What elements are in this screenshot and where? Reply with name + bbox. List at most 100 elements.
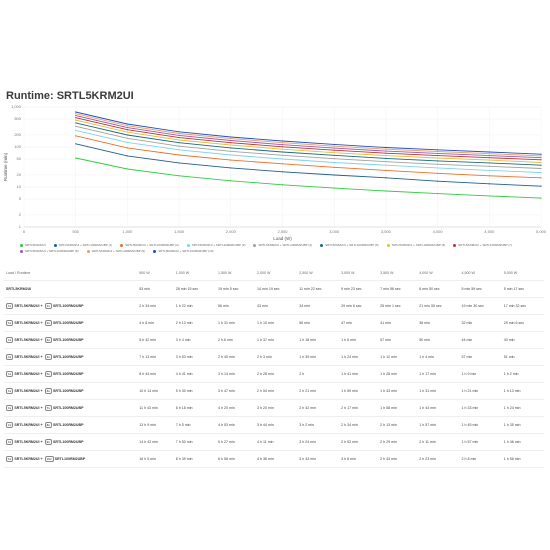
y-axis-label: Runtime (min) — [3, 152, 8, 181]
runtime-cell: 2 h 17 min — [339, 399, 379, 417]
model-name: SRTL5KRM2UI + — [14, 423, 43, 427]
data-point — [75, 143, 77, 145]
runtime-cell: 1 h 43 min — [378, 382, 418, 400]
data-point — [75, 114, 77, 117]
legend-item[interactable]: SRTL5KRM2UI + SRTL100RM2UBP (8) — [20, 249, 79, 253]
runtime-cell: 5 h 42 min — [137, 331, 174, 349]
model-cell: 1x SRTL5KRM2UI +2x SRTL100RM2UBP — [4, 314, 138, 332]
data-point — [385, 146, 387, 149]
legend-item[interactable]: SRTL5KRM2UI + SRTL100RM2UBP (4) — [253, 243, 312, 247]
runtime-table: Load / Runtime 500 W 1,000 W 1,500 W 2,000 W… — [4, 266, 544, 468]
legend-item[interactable]: SRTL5KRM2UI — [20, 243, 46, 247]
quantity-badge: 1x — [6, 405, 14, 411]
table-row: 1x SRTL5KRM2UI +9x SRTL100RM2UBP 14 h 42 mi… — [4, 433, 544, 451]
data-point — [437, 152, 439, 155]
data-point — [75, 125, 77, 127]
x-tick-label: 1,000 — [122, 229, 133, 234]
battery-pack-name: SRTL100RM2UBP — [52, 321, 84, 325]
runtime-cell: 21 min 55 sec — [417, 297, 460, 315]
data-point — [488, 153, 490, 155]
y-tick-label: 10 — [17, 184, 22, 189]
data-point — [75, 135, 77, 137]
data-point — [281, 184, 284, 186]
legend-swatch — [20, 243, 23, 247]
series-line — [75, 111, 542, 155]
series-line — [75, 129, 542, 173]
data-point — [385, 161, 387, 163]
runtime-cell: 13 h 9 min — [137, 416, 174, 434]
runtime-cell: 4 h 53 min — [216, 416, 256, 434]
data-point — [178, 154, 180, 156]
table-row: 1x SRTL5KRM2UI +5x SRTL100RM2UBP 8 h 44 min… — [4, 365, 544, 383]
series-line — [75, 135, 542, 179]
y-tick-label: 5 — [19, 196, 22, 201]
runtime-cell: 1 h 6 min — [339, 331, 379, 349]
data-point — [178, 142, 180, 144]
data-point — [281, 154, 284, 156]
data-point — [126, 129, 128, 131]
runtime-cell: 5 h 27 min — [216, 433, 256, 451]
legend-item[interactable]: SRTL5KRM2UI + SRTL100RM2UBP (3) — [186, 243, 245, 247]
runtime-cell: 5 min 59 sec — [459, 280, 502, 298]
legend-swatch — [186, 243, 190, 247]
runtime-cell: 1 h 58 min — [378, 399, 418, 417]
quantity-badge: 2x — [44, 320, 52, 326]
legend-item[interactable]: SRTL5KRM2UI + SRTL100RM2UBP (7) — [453, 243, 512, 247]
runtime-cell: 17 min 32 sec — [501, 297, 544, 315]
data-point — [178, 145, 180, 147]
legend-item[interactable]: SRTL5KRM2UI + SRTL100RM2UBP (9) — [86, 249, 145, 253]
runtime-cell: 51 min — [501, 348, 544, 366]
legend-item[interactable]: SRTL5KRM2UI + SRTL100RM2UBP (5) — [320, 243, 379, 247]
legend-label: SRTL5KRM2UI + SRTL100RM2UBP (8) — [25, 249, 79, 253]
x-tick-label: 500 — [72, 229, 79, 234]
runtime-cell: 4 h 36 min — [255, 450, 298, 468]
table-row: 1x SRTL5KRM2UI +8x SRTL100RM2UBP 13 h 9 min… — [4, 416, 544, 434]
model-cell: 1x SRTL5KRM2UI +4x SRTL100RM2UBP — [4, 348, 138, 366]
legend-item[interactable]: SRTL5KRM2UI + SRTL100RM2UBP (6) — [386, 243, 445, 247]
data-point — [178, 162, 180, 164]
runtime-cell: 1 h 24 min — [501, 399, 544, 417]
runtime-cell: 40 min — [501, 331, 544, 349]
legend-swatch — [53, 243, 57, 247]
data-point — [230, 138, 232, 140]
column-header: 1,000 W — [173, 266, 216, 281]
runtime-cell: 41 min — [378, 314, 418, 332]
data-point — [126, 155, 128, 157]
runtime-cell: 1 h 45 min — [459, 416, 502, 434]
data-point — [385, 152, 387, 154]
runtime-cell: 2 h 13 min — [378, 416, 418, 434]
data-point — [230, 154, 232, 156]
battery-pack-name: SRTL100RM2UBP — [52, 304, 84, 308]
runtime-cell: 1 h 33 min — [459, 399, 502, 417]
y-tick-label: 200 — [14, 132, 21, 137]
quantity-badge: 1x — [6, 337, 14, 343]
runtime-cell: 3 h 47 min — [216, 382, 256, 400]
data-point — [126, 141, 128, 144]
runtime-cell: 1 h 41 min — [339, 365, 379, 383]
legend-item[interactable]: SRTL5KRM2UI + SRTL100RM2UBP (10) — [153, 249, 214, 253]
legend-swatch — [253, 243, 257, 247]
legend-item[interactable]: SRTL5KRM2UI + SRTL100RM2UBP (1) — [53, 243, 112, 247]
data-point — [75, 122, 77, 124]
runtime-cell: 28 min 15 sec — [173, 280, 216, 298]
data-point — [281, 151, 284, 153]
legend-item[interactable]: SRTL5KRM2UI + SRTL100RM2UBP (2) — [120, 243, 179, 247]
quantity-badge: 8x — [44, 422, 52, 428]
runtime-cell: 1 h 17 min — [417, 365, 460, 383]
runtime-cell: 10 h 14 min — [137, 382, 174, 400]
x-tick-label: 4,000 — [433, 229, 444, 234]
column-header: 2,000 W — [255, 266, 298, 281]
runtime-cell: 1 h 56 min — [501, 450, 544, 468]
battery-pack-name: SRTL100RM2UBP — [52, 355, 84, 359]
data-point — [333, 149, 335, 151]
data-point — [281, 148, 284, 150]
column-header: Load / Runtime — [4, 266, 138, 281]
data-point — [230, 139, 232, 142]
column-header: 3,500 W — [378, 266, 418, 281]
runtime-cell: 3 h 24 min — [297, 433, 340, 451]
data-point — [281, 142, 284, 144]
data-point — [540, 153, 542, 155]
legend-swatch — [453, 243, 457, 247]
runtime-cell: 6 h 56 min — [216, 450, 256, 468]
data-point — [540, 167, 542, 170]
